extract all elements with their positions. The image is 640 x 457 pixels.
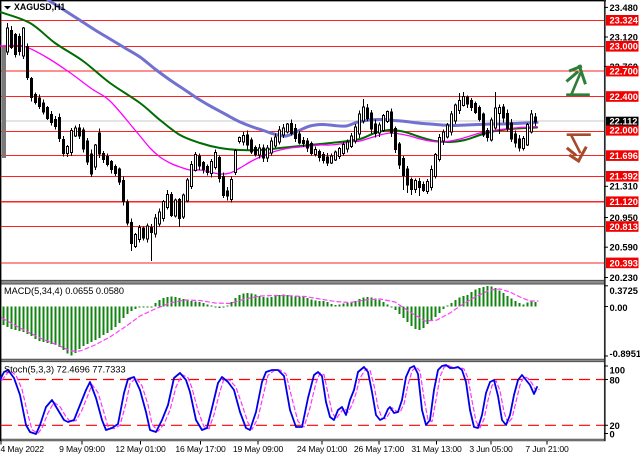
svg-text:7 Jun 21:00: 7 Jun 21:00 — [525, 444, 569, 454]
svg-text:MACD(5,34,4) 0.0655 0.0580: MACD(5,34,4) 0.0655 0.0580 — [4, 286, 124, 296]
svg-text:22.112: 22.112 — [610, 116, 638, 126]
svg-text:0.00: 0.00 — [610, 303, 628, 313]
svg-text:20.230: 20.230 — [610, 273, 638, 283]
svg-text:21.696: 21.696 — [610, 151, 638, 161]
svg-text:20.813: 20.813 — [610, 222, 638, 232]
svg-text:80: 80 — [610, 375, 620, 385]
svg-text:0.3725: 0.3725 — [610, 286, 638, 296]
svg-text:22.400: 22.400 — [610, 92, 638, 102]
svg-text:24 May 01:00: 24 May 01:00 — [297, 444, 348, 454]
svg-text:21.392: 21.392 — [610, 172, 638, 182]
svg-text:23.324: 23.324 — [610, 16, 639, 26]
svg-text:21.310: 21.310 — [610, 182, 638, 192]
svg-text:22.700: 22.700 — [610, 67, 638, 77]
svg-text:23.120: 23.120 — [610, 32, 638, 42]
svg-text:31 May 13:00: 31 May 13:00 — [411, 444, 462, 454]
svg-text:23.480: 23.480 — [610, 3, 638, 13]
svg-text:100: 100 — [610, 366, 626, 376]
svg-text:16 May 17:00: 16 May 17:00 — [175, 444, 226, 454]
svg-text:3 Jun 05:00: 3 Jun 05:00 — [469, 444, 513, 454]
svg-text:26 May 17:00: 26 May 17:00 — [354, 444, 405, 454]
svg-text:0: 0 — [610, 430, 615, 440]
svg-text:12 May 01:00: 12 May 01:00 — [115, 444, 166, 454]
svg-text:20.393: 20.393 — [610, 258, 638, 268]
svg-text:22.000: 22.000 — [610, 126, 638, 136]
svg-text:19 May 09:00: 19 May 09:00 — [233, 444, 284, 454]
svg-text:20.950: 20.950 — [610, 213, 638, 223]
svg-text:-0.8951: -0.8951 — [610, 349, 640, 359]
svg-text:20: 20 — [610, 421, 620, 431]
svg-text:20.590: 20.590 — [610, 243, 638, 253]
svg-text:9 May 09:00: 9 May 09:00 — [59, 444, 105, 454]
svg-text:Stoch(5,3,3) 72.4696 77.7333: Stoch(5,3,3) 72.4696 77.7333 — [4, 364, 126, 374]
svg-text:XAGUSD,H1: XAGUSD,H1 — [14, 2, 65, 12]
svg-text:21.120: 21.120 — [610, 197, 638, 207]
svg-text:4 May 2022: 4 May 2022 — [1, 444, 45, 454]
svg-text:23.000: 23.000 — [610, 42, 638, 52]
